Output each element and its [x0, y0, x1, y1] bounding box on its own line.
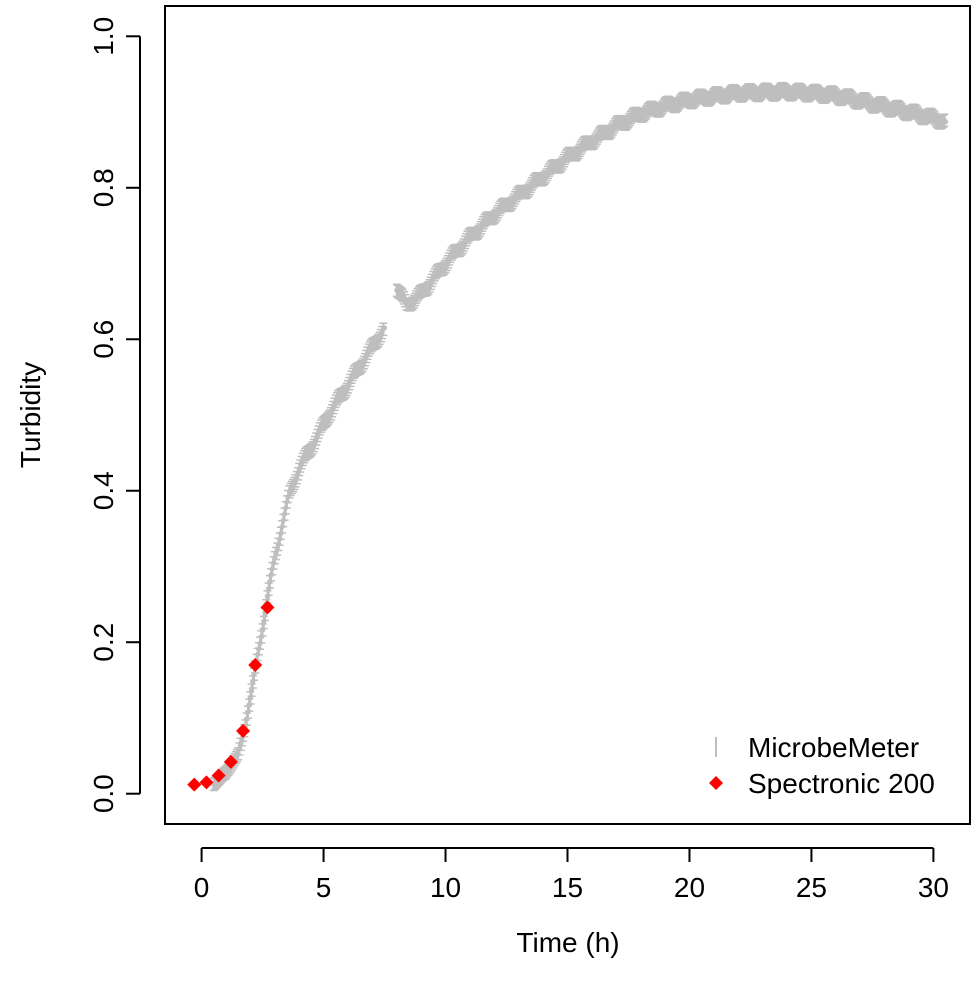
- spectronic-series: [187, 600, 275, 792]
- x-tick-label: 15: [552, 872, 583, 903]
- y-tick-label: 0.0: [88, 774, 119, 813]
- plot-frame: [164, 5, 971, 825]
- y-tick-label: 0.8: [88, 168, 119, 207]
- x-tick-label: 10: [430, 872, 461, 903]
- spectronic-point: [236, 723, 251, 738]
- legend-label-spectronic: Spectronic 200: [748, 768, 935, 799]
- x-axis: 0 5 10 15 20 25 30: [194, 847, 949, 903]
- x-tick-label: 5: [316, 872, 332, 903]
- y-axis: 0.0 0.2 0.4 0.6 0.8 1.0: [88, 17, 141, 813]
- spectronic-point: [223, 754, 238, 769]
- x-tick-label: 25: [796, 872, 827, 903]
- microbemeter-point: [249, 687, 255, 693]
- microbemeter-point: [261, 619, 267, 625]
- legend-spectronic-marker: [709, 776, 723, 790]
- x-tick-label: 20: [674, 872, 705, 903]
- y-axis-title: Turbidity: [15, 362, 46, 468]
- x-axis-title: Time (h): [516, 927, 619, 958]
- legend-label-microbemeter: MicrobeMeter: [748, 732, 919, 763]
- spectronic-point: [260, 600, 275, 615]
- y-tick-label: 0.2: [88, 623, 119, 662]
- spectronic-point: [199, 775, 214, 790]
- legend: MicrobeMeter Spectronic 200: [709, 732, 935, 799]
- y-tick-label: 0.6: [88, 320, 119, 359]
- x-tick-label: 30: [918, 872, 949, 903]
- microbemeter-point: [943, 119, 949, 125]
- spectronic-point: [187, 777, 202, 792]
- spectronic-point: [248, 657, 263, 672]
- microbemeter-series: [209, 81, 949, 792]
- y-tick-label: 0.4: [88, 471, 119, 510]
- spectronic-point: [211, 768, 226, 783]
- microbemeter-point: [382, 325, 388, 331]
- y-tick-label: 1.0: [88, 17, 119, 56]
- x-tick-label: 0: [194, 872, 210, 903]
